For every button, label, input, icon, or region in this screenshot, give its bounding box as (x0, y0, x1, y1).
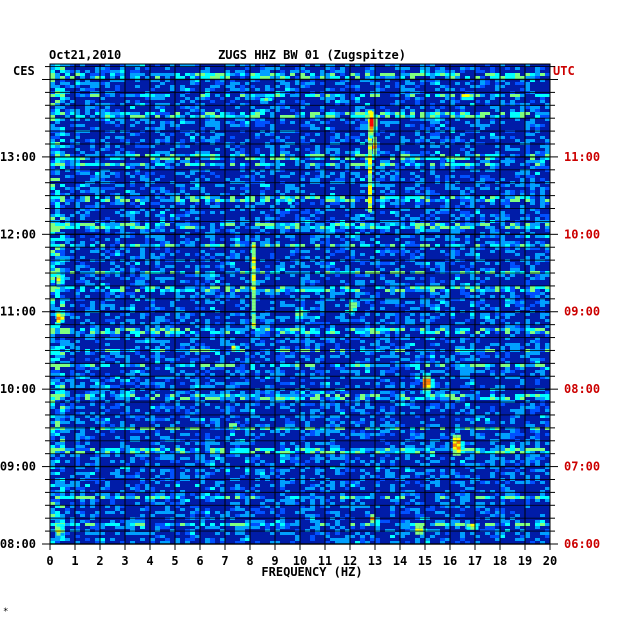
date-label: Oct21,2010 (49, 48, 121, 62)
right-time-label-0700: 07:00 (564, 460, 600, 474)
x-tick-label-0: 0 (46, 554, 53, 568)
right-time-label-1100: 11:00 (564, 150, 600, 164)
spectrogram-texture (50, 64, 550, 544)
left-time-label-1000: 10:00 (0, 382, 36, 396)
right-time-label-0600: 06:00 (564, 537, 600, 551)
x-tick-label-9: 9 (271, 554, 278, 568)
left-time-label-1200: 12:00 (0, 227, 36, 241)
hotspot-17 (466, 523, 479, 530)
plot-grid (49, 63, 551, 545)
right-time-label-1000: 10:00 (564, 227, 600, 241)
left-timezone-label: CES (13, 64, 35, 78)
left-time-label-1300: 13:00 (0, 150, 36, 164)
right-timezone-label: UTC (553, 64, 575, 78)
x-tick-label-13: 13 (368, 554, 382, 568)
x-tick-label-16: 16 (443, 554, 457, 568)
x-tick-label-2: 2 (96, 554, 103, 568)
hotspot-7 (461, 94, 474, 101)
x-tick-label-14: 14 (393, 554, 407, 568)
x-tick-label-17: 17 (468, 554, 482, 568)
hotspot-9 (349, 299, 357, 315)
left-time-label-0800: 08:00 (0, 537, 36, 551)
footer-asterisk: * (3, 607, 8, 617)
x-tick-label-18: 18 (493, 554, 507, 568)
hotspot-0 (369, 111, 378, 139)
x-tick-label-19: 19 (518, 554, 532, 568)
streak-0 (251, 242, 256, 246)
left-time-label-0900: 09:00 (0, 460, 36, 474)
axis-ticks (42, 66, 558, 550)
x-tick-label-20: 20 (543, 554, 557, 568)
x-tick-label-15: 15 (418, 554, 432, 568)
chart-title: ZUGS HHZ BW 01 (Zugspitze) (218, 48, 406, 62)
x-tick-label-10: 10 (293, 554, 307, 568)
hotspot-15 (287, 198, 292, 205)
x-tick-label-4: 4 (146, 554, 153, 568)
x-tick-label-3: 3 (121, 554, 128, 568)
x-tick-label-11: 11 (318, 554, 332, 568)
x-tick-label-7: 7 (221, 554, 228, 568)
x-tick-label-12: 12 (343, 554, 357, 568)
hotspot-14 (260, 97, 273, 104)
x-tick-label-1: 1 (71, 554, 78, 568)
left-time-label-1100: 11:00 (0, 305, 36, 319)
hotspot-6 (452, 434, 465, 456)
x-tick-label-5: 5 (171, 554, 178, 568)
axis-tick-labels: 0 1 2 3 4 5 6 7 8 9 10 11 12 13 14 15 16 17 18 19 2008:0009:… (0, 150, 600, 568)
right-time-label-0900: 09:00 (564, 305, 600, 319)
right-time-label-0800: 08:00 (564, 382, 600, 396)
x-axis-label: FREQUENCY (HZ) (261, 565, 362, 579)
x-tick-label-6: 6 (196, 554, 203, 568)
x-tick-label-8: 8 (246, 554, 253, 568)
